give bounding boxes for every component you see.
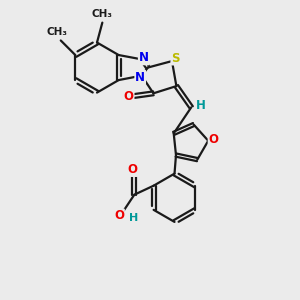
Text: O: O	[114, 209, 124, 222]
Text: S: S	[171, 52, 180, 64]
Text: O: O	[128, 163, 138, 176]
Text: N: N	[135, 70, 145, 84]
Text: H: H	[196, 99, 206, 112]
Text: O: O	[208, 133, 218, 146]
Text: N: N	[139, 52, 149, 64]
Text: CH₃: CH₃	[92, 9, 113, 19]
Text: H: H	[129, 213, 138, 223]
Text: O: O	[124, 90, 134, 103]
Text: CH₃: CH₃	[47, 27, 68, 37]
